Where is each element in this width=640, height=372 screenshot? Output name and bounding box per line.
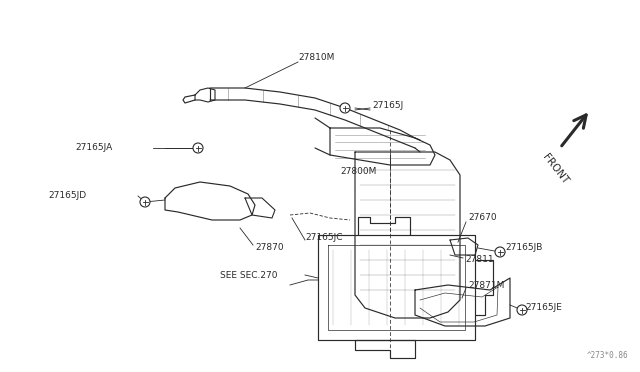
Text: 27870: 27870: [255, 244, 284, 253]
Polygon shape: [318, 235, 475, 340]
Text: SEE SEC.270: SEE SEC.270: [220, 270, 278, 279]
Polygon shape: [450, 238, 478, 255]
Text: 27670: 27670: [468, 214, 497, 222]
Circle shape: [517, 305, 527, 315]
Text: 27165JB: 27165JB: [505, 244, 542, 253]
Circle shape: [340, 103, 350, 113]
Text: 27871M: 27871M: [468, 280, 504, 289]
Text: 27811: 27811: [465, 256, 493, 264]
Polygon shape: [165, 182, 255, 220]
Text: 27165JC: 27165JC: [305, 234, 342, 243]
Circle shape: [140, 197, 150, 207]
Text: 27800M: 27800M: [340, 167, 376, 176]
Text: 27165J: 27165J: [372, 100, 403, 109]
Text: 27810M: 27810M: [298, 54, 334, 62]
Circle shape: [193, 143, 203, 153]
Text: 27165JD: 27165JD: [48, 190, 86, 199]
Polygon shape: [195, 88, 215, 102]
Text: FRONT: FRONT: [540, 152, 570, 186]
Text: 27165JA: 27165JA: [75, 144, 112, 153]
Circle shape: [495, 247, 505, 257]
Polygon shape: [330, 128, 435, 165]
Text: 27165JE: 27165JE: [525, 304, 562, 312]
Polygon shape: [245, 198, 275, 218]
Polygon shape: [355, 152, 460, 318]
Text: ^273*0.86: ^273*0.86: [586, 351, 628, 360]
Polygon shape: [415, 278, 510, 326]
